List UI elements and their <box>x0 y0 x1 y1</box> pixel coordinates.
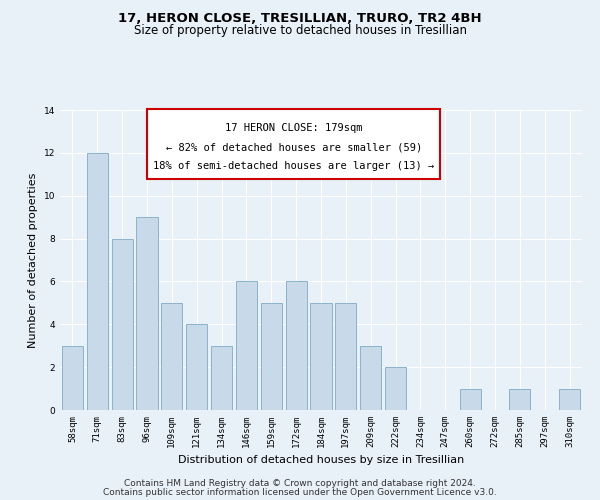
Bar <box>136 217 158 410</box>
Bar <box>147 109 440 178</box>
X-axis label: Distribution of detached houses by size in Tresillian: Distribution of detached houses by size … <box>178 456 464 466</box>
Bar <box>559 388 580 410</box>
Bar <box>286 282 307 410</box>
Bar <box>509 388 530 410</box>
Text: Size of property relative to detached houses in Tresillian: Size of property relative to detached ho… <box>133 24 467 37</box>
Bar <box>385 367 406 410</box>
Bar <box>161 303 182 410</box>
Text: Contains HM Land Registry data © Crown copyright and database right 2024.: Contains HM Land Registry data © Crown c… <box>124 478 476 488</box>
Bar <box>460 388 481 410</box>
Bar <box>62 346 83 410</box>
Y-axis label: Number of detached properties: Number of detached properties <box>28 172 38 348</box>
Text: 17 HERON CLOSE: 179sqm: 17 HERON CLOSE: 179sqm <box>225 124 362 134</box>
Bar <box>360 346 381 410</box>
Bar <box>186 324 207 410</box>
Text: ← 82% of detached houses are smaller (59): ← 82% of detached houses are smaller (59… <box>166 142 422 152</box>
Text: Contains public sector information licensed under the Open Government Licence v3: Contains public sector information licen… <box>103 488 497 497</box>
Bar <box>261 303 282 410</box>
Bar <box>87 153 108 410</box>
Text: 18% of semi-detached houses are larger (13) →: 18% of semi-detached houses are larger (… <box>153 161 434 171</box>
Bar <box>211 346 232 410</box>
Bar <box>335 303 356 410</box>
Text: 17, HERON CLOSE, TRESILLIAN, TRURO, TR2 4BH: 17, HERON CLOSE, TRESILLIAN, TRURO, TR2 … <box>118 12 482 26</box>
Bar <box>112 238 133 410</box>
Bar <box>310 303 332 410</box>
Bar <box>236 282 257 410</box>
